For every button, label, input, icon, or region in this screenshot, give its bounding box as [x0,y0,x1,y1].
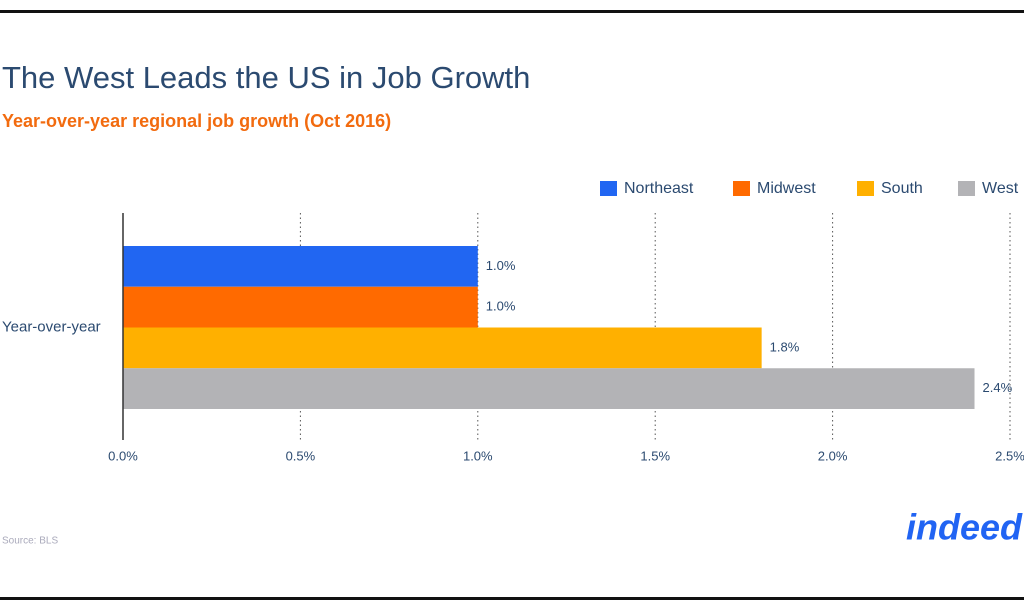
x-tick-label: 1.5% [640,448,670,463]
value-label: 1.8% [770,339,800,354]
x-tick-label: 2.5% [995,448,1024,463]
legend-label: West [982,180,1019,197]
top-rule [0,10,1024,13]
legend-swatch [600,181,617,196]
legend-label: Midwest [757,180,816,197]
x-tick-label: 0.0% [108,448,138,463]
value-label: 1.0% [486,299,516,314]
bar [123,368,975,409]
x-tick-label: 1.0% [463,448,493,463]
x-tick-label: 0.5% [286,448,316,463]
y-tick-label: Year-over-year [2,318,101,335]
legend-swatch [857,181,874,196]
x-tick-label: 2.0% [818,448,848,463]
source: Source: BLS [2,536,58,547]
chart-subtitle: Year-over-year regional job growth (Oct … [2,111,391,131]
bar [123,327,762,369]
legend-label: South [881,180,923,197]
bottom-rule [0,597,1024,600]
legend-swatch [733,181,750,196]
logo: indeed [906,507,1023,548]
bar [123,286,478,328]
bar [123,246,478,287]
chart-title: The West Leads the US in Job Growth [2,60,530,95]
value-label: 2.4% [983,380,1013,395]
value-label: 1.0% [486,258,516,273]
legend-label: Northeast [624,180,694,197]
legend-swatch [958,181,975,196]
